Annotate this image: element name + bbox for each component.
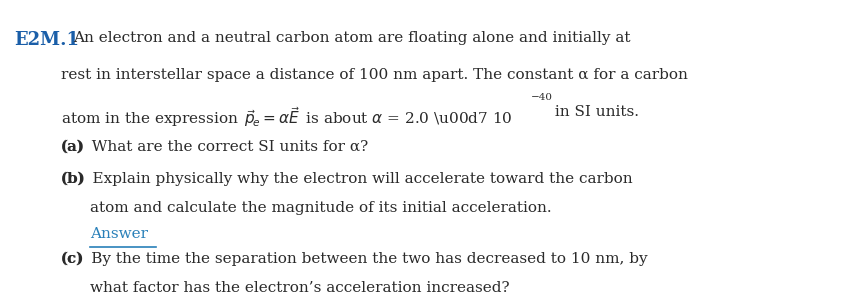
Text: Answer: Answer <box>91 227 149 241</box>
Text: −40: −40 <box>531 93 553 102</box>
Text: (a)  What are the correct SI units for α?: (a) What are the correct SI units for α? <box>61 140 369 154</box>
Text: (c)  By the time the separation between the two has decreased to 10 nm, by: (c) By the time the separation between t… <box>61 252 648 266</box>
Text: (b): (b) <box>61 172 86 186</box>
Text: what factor has the electron’s acceleration increased?: what factor has the electron’s accelerat… <box>91 281 510 295</box>
Text: (c): (c) <box>61 252 85 266</box>
Text: (b)  Explain physically why the electron will accelerate toward the carbon: (b) Explain physically why the electron … <box>61 172 633 187</box>
Text: in SI units.: in SI units. <box>550 105 640 119</box>
Text: An electron and a neutral carbon atom are floating alone and initially at: An electron and a neutral carbon atom ar… <box>73 31 630 45</box>
Text: atom and calculate the magnitude of its initial acceleration.: atom and calculate the magnitude of its … <box>91 201 552 215</box>
Text: atom in the expression $\,\vec{p}_{\!e} = \alpha\vec{E}\,$ is about $\alpha$ = 2: atom in the expression $\,\vec{p}_{\!e} … <box>61 105 513 129</box>
Text: (a): (a) <box>61 140 86 154</box>
Text: E2M.1: E2M.1 <box>15 31 80 49</box>
Text: rest in interstellar space a distance of 100 nm apart. The constant α for a carb: rest in interstellar space a distance of… <box>61 68 688 82</box>
